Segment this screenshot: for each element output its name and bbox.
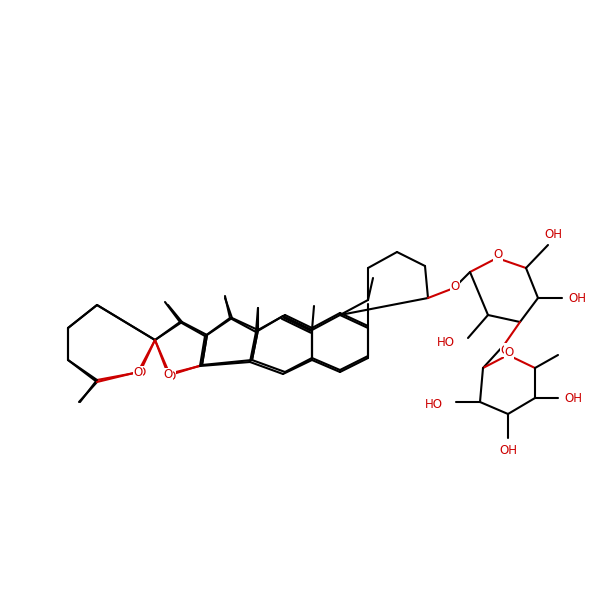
Text: O: O (500, 343, 509, 356)
Text: O: O (451, 280, 460, 292)
Text: OH: OH (544, 229, 562, 241)
Text: O: O (493, 248, 503, 262)
Text: OH: OH (499, 443, 517, 457)
Text: O: O (133, 367, 143, 379)
Text: O: O (163, 368, 173, 382)
Text: OH: OH (564, 391, 582, 404)
Text: O: O (505, 346, 514, 358)
Text: O: O (136, 367, 146, 379)
Text: O: O (166, 370, 176, 383)
Text: OH: OH (568, 292, 586, 304)
Text: HO: HO (437, 337, 455, 349)
Text: HO: HO (425, 397, 443, 410)
